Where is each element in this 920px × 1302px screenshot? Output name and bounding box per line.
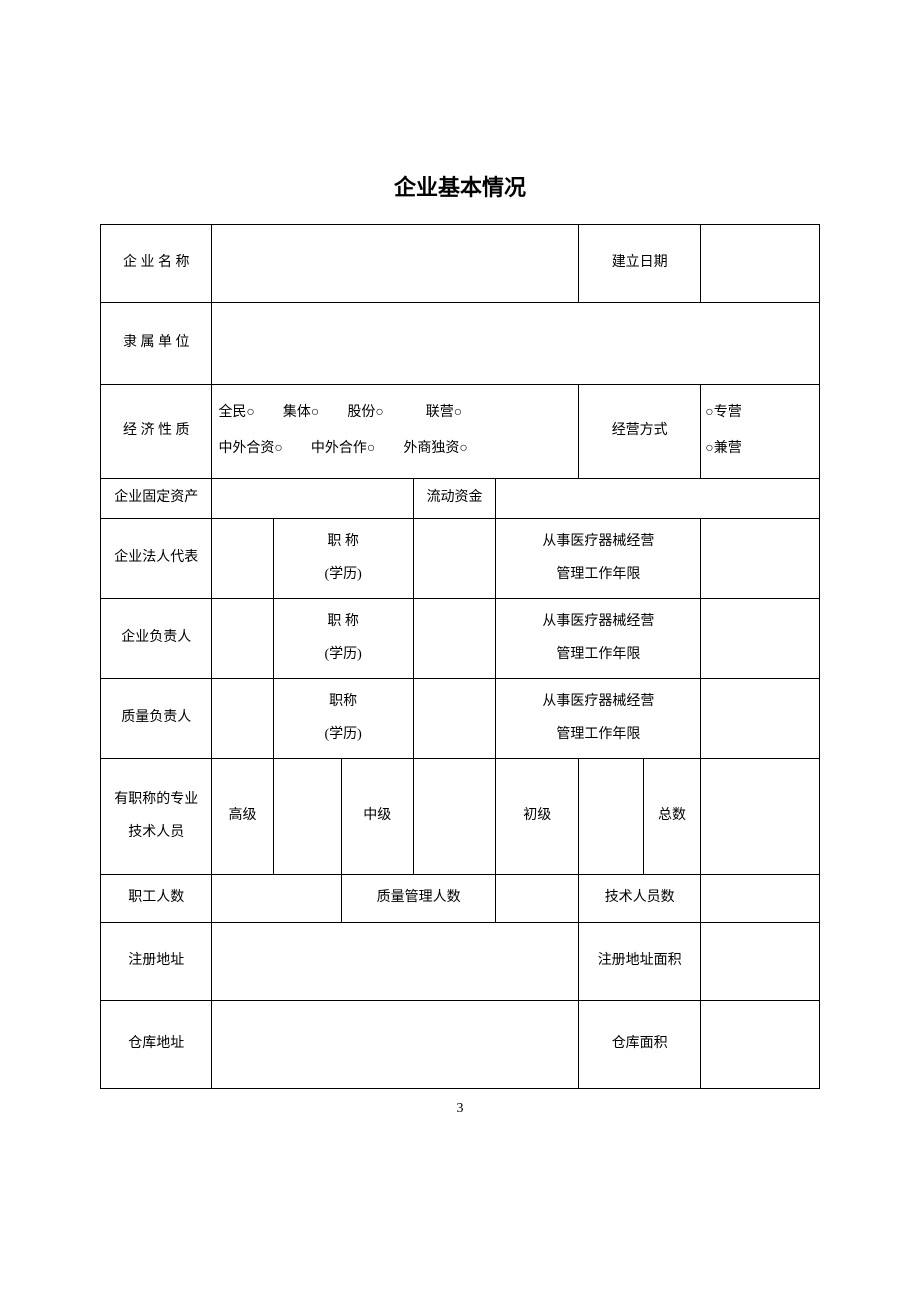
value-junior[interactable] [579, 758, 644, 874]
page-title: 企业基本情况 [100, 170, 820, 202]
label-tech-staff: 有职称的专业 技术人员 [101, 758, 212, 874]
label-junior: 初级 [496, 758, 579, 874]
label-legal-rep-years: 从事医疗器械经营 管理工作年限 [496, 518, 701, 598]
label-person-in-charge: 企业负责人 [101, 598, 212, 678]
value-qp-years[interactable] [701, 678, 820, 758]
form-table: 企 业 名 称 建立日期 隶 属 单 位 经 济 性 质 全民○ 集体○ 股份○… [100, 224, 820, 1089]
operation-mode-options[interactable]: ○专营 ○兼营 [701, 385, 820, 479]
label-liquid-capital: 流动资金 [413, 478, 496, 518]
value-pic-years[interactable] [701, 598, 820, 678]
label-tech-count: 技术人员数 [579, 874, 701, 922]
label-mid: 中级 [341, 758, 413, 874]
mode-opt1: ○专营 [705, 395, 815, 431]
label-senior: 高级 [212, 758, 273, 874]
label-operation-mode: 经营方式 [579, 385, 701, 479]
value-mid[interactable] [413, 758, 496, 874]
value-pic-title[interactable] [413, 598, 496, 678]
label-subordinate-unit: 隶 属 单 位 [101, 303, 212, 385]
label-company-name: 企 业 名 称 [101, 225, 212, 303]
label-economic-nature: 经 济 性 质 [101, 385, 212, 479]
label-reg-address: 注册地址 [101, 922, 212, 1000]
label-pic-years: 从事医疗器械经营 管理工作年限 [496, 598, 701, 678]
value-employee-count[interactable] [212, 874, 341, 922]
label-legal-rep: 企业法人代表 [101, 518, 212, 598]
value-company-name[interactable] [212, 225, 579, 303]
label-employee-count: 职工人数 [101, 874, 212, 922]
value-legal-rep-years[interactable] [701, 518, 820, 598]
value-liquid-capital[interactable] [496, 478, 820, 518]
label-total: 总数 [643, 758, 701, 874]
label-warehouse-address: 仓库地址 [101, 1000, 212, 1088]
economic-nature-options[interactable]: 全民○ 集体○ 股份○ 联营○ 中外合资○ 中外合作○ 外商独资○ [212, 385, 579, 479]
label-pic-title: 职 称 (学历) [273, 598, 413, 678]
econ-row2: 中外合资○ 中外合作○ 外商独资○ [218, 431, 572, 467]
value-qm-count[interactable] [496, 874, 579, 922]
label-fixed-assets: 企业固定资产 [101, 478, 212, 518]
label-qp-years: 从事医疗器械经营 管理工作年限 [496, 678, 701, 758]
econ-row1: 全民○ 集体○ 股份○ 联营○ [218, 395, 572, 431]
value-total[interactable] [701, 758, 820, 874]
value-legal-rep-title[interactable] [413, 518, 496, 598]
value-qp-name[interactable] [212, 678, 273, 758]
value-legal-rep-name[interactable] [212, 518, 273, 598]
value-pic-name[interactable] [212, 598, 273, 678]
label-legal-rep-title: 职 称 (学历) [273, 518, 413, 598]
value-subordinate-unit[interactable] [212, 303, 820, 385]
label-warehouse-area: 仓库面积 [579, 1000, 701, 1088]
label-qm-count: 质量管理人数 [341, 874, 496, 922]
label-reg-area: 注册地址面积 [579, 922, 701, 1000]
value-senior[interactable] [273, 758, 341, 874]
value-warehouse-address[interactable] [212, 1000, 579, 1088]
value-qp-title[interactable] [413, 678, 496, 758]
mode-opt2: ○兼营 [705, 431, 815, 467]
value-tech-count[interactable] [701, 874, 820, 922]
value-warehouse-area[interactable] [701, 1000, 820, 1088]
value-reg-area[interactable] [701, 922, 820, 1000]
label-establish-date: 建立日期 [579, 225, 701, 303]
value-establish-date[interactable] [701, 225, 820, 303]
label-quality-person: 质量负责人 [101, 678, 212, 758]
page-number: 3 [100, 1101, 820, 1117]
label-qp-title: 职称 (学历) [273, 678, 413, 758]
document-page: 企业基本情况 企 业 名 称 建立日期 隶 属 单 位 经 济 性 质 全民○ … [0, 0, 920, 1157]
value-reg-address[interactable] [212, 922, 579, 1000]
value-fixed-assets[interactable] [212, 478, 413, 518]
